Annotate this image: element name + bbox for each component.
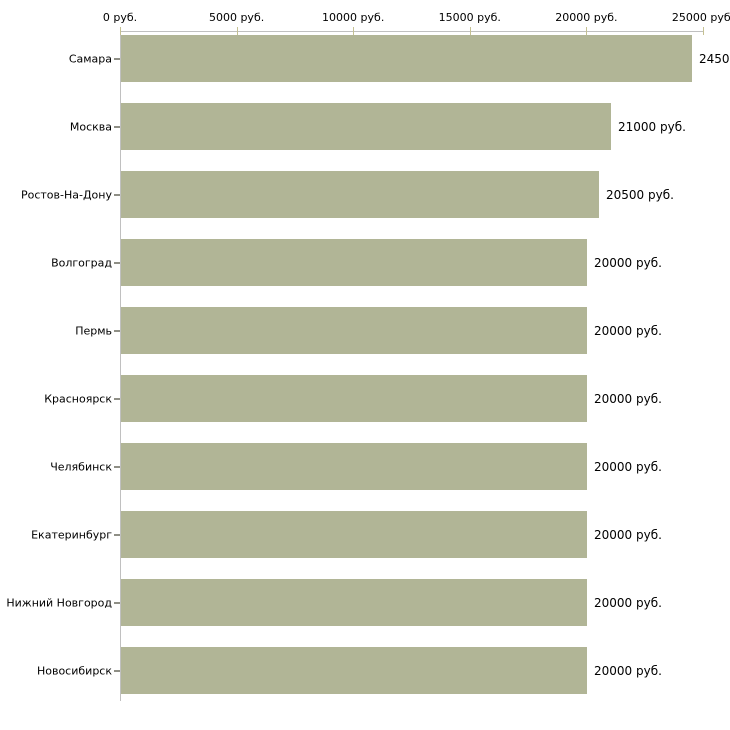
bar-row: Ростов-На-Дону 20500 руб. [0,171,730,218]
category-tick [114,669,120,672]
x-tick [703,27,704,35]
bar-row: Пермь 20000 руб. [0,307,730,354]
bar-value-label: 20500 руб. [606,187,674,202]
category-label: Пермь [75,324,112,337]
category-tick [114,125,120,128]
category-tick [114,193,120,196]
bar-row: Новосибирск 20000 руб. [0,647,730,694]
bar-value-label: 20000 руб. [594,663,662,678]
bar-row: Красноярск 20000 руб. [0,375,730,422]
y-axis-line [120,27,121,701]
category-label: Волгоград [51,256,112,269]
x-tick [236,27,238,35]
x-tick [120,27,121,35]
category-tick [114,533,120,536]
bar-value-label: 21000 руб. [618,119,686,134]
bar-row: Волгоград 20000 руб. [0,239,730,286]
bar-row: Нижний Новгород 20000 руб. [0,579,730,626]
category-tick [114,397,120,400]
category-tick [114,465,120,468]
x-tick [353,27,355,35]
x-axis-line [120,31,704,32]
bar-row: Челябинск 20000 руб. [0,443,730,490]
x-tick [586,27,588,35]
bar [121,511,587,558]
bar [121,307,587,354]
bar [121,443,587,490]
bar-value-label: 20000 руб. [594,527,662,542]
x-tick-label: 0 руб. [102,11,138,24]
bar [121,375,587,422]
category-label: Красноярск [44,392,112,405]
category-label: Ростов-На-Дону [20,188,112,201]
category-label: Москва [69,120,112,133]
bar [121,35,692,82]
category-tick [114,601,120,604]
x-tick-label: 15000 руб. [438,11,501,24]
bar-value-label: 24500 [699,51,730,66]
category-tick [114,329,120,332]
x-tick [469,27,471,35]
x-tick-label: 25000 руб. [671,11,730,24]
bar-value-label: 20000 руб. [594,391,662,406]
bar-row: Москва 21000 руб. [0,103,730,150]
bar [121,103,611,150]
category-tick [114,261,120,264]
bar [121,579,587,626]
bar [121,647,587,694]
bar [121,171,599,218]
x-tick-label: 20000 руб. [555,11,618,24]
x-tick-label: 5000 руб. [208,11,265,24]
bar-value-label: 20000 руб. [594,323,662,338]
category-label: Челябинск [50,460,112,473]
category-label: Самара [68,52,112,65]
bar-value-label: 20000 руб. [594,459,662,474]
bar-value-label: 20000 руб. [594,595,662,610]
category-label: Новосибирск [36,664,112,677]
x-tick-label: 10000 руб. [322,11,385,24]
bar-value-label: 20000 руб. [594,255,662,270]
category-label: Нижний Новгород [6,596,112,609]
bar [121,239,587,286]
bar-row: Екатеринбург 20000 руб. [0,511,730,558]
bar-row: Самара 24500 [0,35,730,82]
category-label: Екатеринбург [31,528,112,541]
category-tick [114,57,120,60]
